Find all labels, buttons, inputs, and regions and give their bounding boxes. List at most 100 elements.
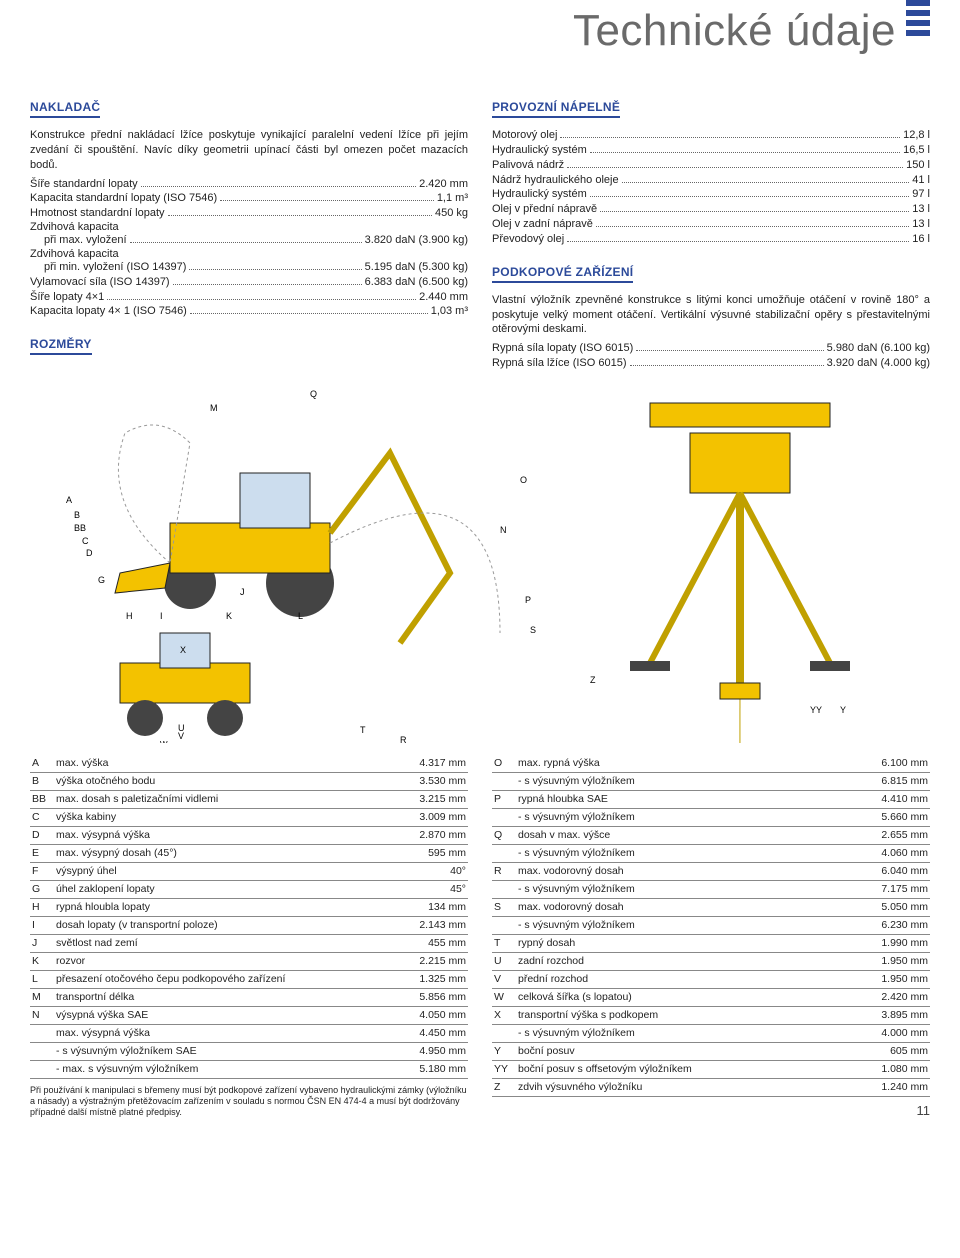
dim-key: C [30,808,54,826]
dim-value: 3.530 mm [390,772,468,790]
dim-key: S [492,898,516,916]
dim-value: 40° [390,862,468,880]
spec-row: Olej v zadní nápravě13 l [492,217,930,232]
spec-row: Šíře standardní lopaty2.420 mm [30,177,468,192]
spec-row: Motorový olej 12,8 l [492,128,930,143]
dim-key: Z [492,1078,516,1096]
dim-label: úhel zaklopení lopaty [54,880,390,898]
lift-cap-1: Zdvihová kapacita při max. vyložení 3.82… [30,221,468,248]
dims-heading: ROZMĚRY [30,337,92,355]
dim-label: výsypná výška SAE [54,1006,390,1024]
dim-value: 4.450 mm [390,1024,468,1042]
dim-label: transportní délka [54,988,390,1006]
dim-row: Uzadní rozchod1.950 mm [492,952,930,970]
spec-value: 97 l [912,187,930,202]
svg-text:O: O [520,475,527,485]
spec-value: 16 l [912,232,930,247]
spec-value: 12,8 l [903,128,930,143]
dim-label: celková šířka (s lopatou) [516,988,852,1006]
svg-text:V: V [178,731,184,741]
loader-spec-list-2: Vylamovací síla (ISO 14397)6.383 daN (6.… [30,275,468,320]
dim-label: výška otočného bodu [54,772,390,790]
spec-value: 16,5 l [903,143,930,158]
right-column: PROVOZNÍ NÁPELNĚ Motorový olej12,8 lHydr… [492,100,930,371]
dim-label: boční posuv [516,1042,852,1060]
left-column: NAKLADAČ Konstrukce přední nakládací lží… [30,100,468,371]
spec-row: Palivová nádrž150 l [492,158,930,173]
dim-value: 1.240 mm [852,1078,930,1096]
spec-label: Motorový olej [492,128,557,143]
dim-label: - s výsuvným výložníkem [516,772,852,790]
dim-row: YYboční posuv s offsetovým výložníkem1.0… [492,1060,930,1078]
dim-row: - s výsuvným výložníkem7.175 mm [492,880,930,898]
dim-row: Hrypná hloubla lopaty134 mm [30,898,468,916]
dim-label: - max. s výsuvným výložníkem [54,1060,390,1078]
dim-label: max. dosah s paletizačními vidlemi [54,790,390,808]
dim-row: BBmax. dosah s paletizačními vidlemi3.21… [30,790,468,808]
spec-label: Palivová nádrž [492,158,564,173]
dim-value: 2.420 mm [852,988,930,1006]
dim-value: 595 mm [390,844,468,862]
svg-text:M: M [210,403,218,413]
svg-text:Z: Z [590,675,596,685]
spec-label: Nádrž hydraulického oleje [492,173,619,188]
dim-value: 1.950 mm [852,970,930,988]
dim-key: L [30,970,54,988]
spec-row: Rypná síla lopaty (ISO 6015)5.980 daN (6… [492,341,930,356]
dim-row: - s výsuvným výložníkem6.815 mm [492,772,930,790]
dim-row: Cvýška kabiny3.009 mm [30,808,468,826]
dim-row: Dmax. výsypná výška2.870 mm [30,826,468,844]
dim-key: J [30,934,54,952]
spec-value: 2.420 mm [419,177,468,192]
dim-label: max. vodorovný dosah [516,898,852,916]
dim-key: P [492,790,516,808]
svg-text:S: S [530,625,536,635]
dim-label: - s výsuvným výložníkem [516,844,852,862]
dim-row: Idosah lopaty (v transportní poloze)2.14… [30,916,468,934]
dim-key: R [492,862,516,880]
dim-key: M [30,988,54,1006]
dim-key [30,1042,54,1060]
svg-text:Q: Q [310,389,317,399]
dim-value: 4.410 mm [852,790,930,808]
svg-text:P: P [525,595,531,605]
dim-value: 3.009 mm [390,808,468,826]
dim-key: G [30,880,54,898]
dim-row: - s výsuvným výložníkem5.660 mm [492,808,930,826]
dim-row: Jsvětlost nad zemí455 mm [30,934,468,952]
svg-text:BB: BB [74,523,86,533]
dim-row: Trypný dosah1.990 mm [492,934,930,952]
loader-heading: NAKLADAČ [30,100,100,118]
svg-text:B: B [74,510,80,520]
dim-key: F [30,862,54,880]
dim-value: 7.175 mm [852,880,930,898]
dim-key: E [30,844,54,862]
spec-label: Hydraulický systém [492,187,587,202]
dim-row: Fvýsypný úhel40° [30,862,468,880]
dim-row: Rmax. vodorovný dosah6.040 mm [492,862,930,880]
spec-label: Olej v přední nápravě [492,202,597,217]
dim-row: Bvýška otočného bodu3.530 mm [30,772,468,790]
dim-label: max. výsypný dosah (45°) [54,844,390,862]
spec-label: Rypná síla lžíce (ISO 6015) [492,356,627,371]
dim-key: H [30,898,54,916]
dim-row: Nvýsypná výška SAE4.050 mm [30,1006,468,1024]
dim-row: Lpřesazení otočového čepu podkopového za… [30,970,468,988]
svg-text:G: G [98,575,105,585]
dim-key [30,1024,54,1042]
dim-label: max. výsypná výška [54,826,390,844]
dim-value: 2.143 mm [390,916,468,934]
footnote: Při používání k manipulaci s břemeny mus… [30,1085,468,1119]
spec-value: 1,1 m³ [437,191,468,206]
svg-text:Y: Y [840,705,846,715]
dims-table-right: Omax. rypná výška6.100 mm- s výsuvným vý… [492,755,930,1097]
loader-spec-list: Šíře standardní lopaty2.420 mmKapacita s… [30,177,468,222]
dim-key: YY [492,1060,516,1078]
spec-row: Kapacita lopaty 4× 1 (ISO 7546)1,03 m³ [30,304,468,319]
dim-row: Krozvor2.215 mm [30,952,468,970]
dim-key: U [492,952,516,970]
spec-label: Hmotnost standardní lopaty [30,206,165,221]
dim-value: 6.100 mm [852,755,930,773]
dim-key: BB [30,790,54,808]
dim-row: Zzdvih výsuvného výložníku1.240 mm [492,1078,930,1096]
